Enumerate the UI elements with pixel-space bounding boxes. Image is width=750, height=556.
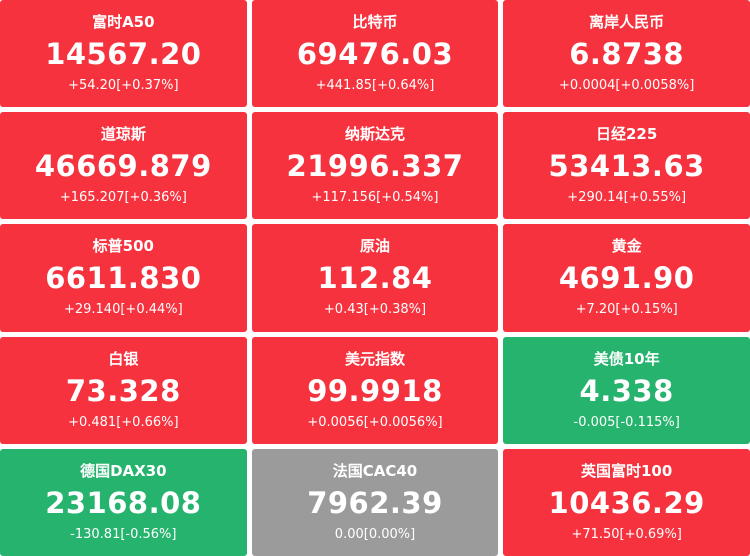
- market-name: 原油: [359, 237, 390, 256]
- market-tile-gold[interactable]: 黄金 4691.90 +7.20[+0.15%]: [503, 224, 750, 332]
- market-name: 纳斯达克: [344, 125, 405, 144]
- market-tile-sp500[interactable]: 标普500 6611.830 +29.140[+0.44%]: [0, 224, 247, 332]
- market-tile-dollar-index[interactable]: 美元指数 99.9918 +0.0056[+0.0056%]: [251, 336, 499, 444]
- market-price: 6.8738: [569, 37, 685, 72]
- market-name: 道琼斯: [100, 125, 146, 144]
- market-change: +54.20[+0.37%]: [68, 78, 179, 94]
- market-price: 46669.879: [34, 149, 212, 184]
- market-tile-offshore-rmb[interactable]: 离岸人民币 6.8738 +0.0004[+0.0058%]: [503, 0, 750, 108]
- market-price: 10436.29: [548, 485, 705, 520]
- market-name: 日经225: [596, 125, 658, 144]
- market-change: +29.140[+0.44%]: [63, 302, 183, 318]
- market-change: +0.481[+0.66%]: [68, 414, 179, 430]
- market-name: 离岸人民币: [589, 13, 665, 32]
- market-tile-ftse-a50[interactable]: 富时A50 14567.20 +54.20[+0.37%]: [0, 0, 247, 108]
- market-name: 白银: [108, 349, 139, 368]
- market-tile-us-10y-treasury[interactable]: 美债10年 4.338 -0.005[-0.115%]: [503, 336, 750, 444]
- market-tile-french-cac40[interactable]: 法国CAC40 7962.39 0.00[0.00%]: [251, 448, 499, 556]
- market-name: 法国CAC40: [332, 461, 418, 480]
- market-price: 4.338: [579, 373, 674, 408]
- market-change: +117.156[+0.54%]: [311, 190, 439, 206]
- market-change: +71.50[+0.69%]: [571, 526, 682, 542]
- market-tile-german-dax30[interactable]: 德国DAX30 23168.08 -130.81[-0.56%]: [0, 448, 247, 556]
- market-tile-uk-ftse100[interactable]: 英国富时100 10436.29 +71.50[+0.69%]: [503, 448, 750, 556]
- market-change: +0.0004[+0.0058%]: [559, 78, 695, 94]
- market-change: +0.43[+0.38%]: [323, 302, 427, 318]
- market-name: 德国DAX30: [80, 461, 167, 480]
- market-change: +165.207[+0.36%]: [59, 190, 187, 206]
- market-price: 99.9918: [307, 373, 443, 408]
- market-name: 黄金: [611, 237, 642, 256]
- market-name: 美元指数: [344, 349, 405, 368]
- market-price: 69476.03: [296, 37, 454, 72]
- market-change: -130.81[-0.56%]: [70, 526, 177, 542]
- market-tile-nikkei-225[interactable]: 日经225 53413.63 +290.14[+0.55%]: [503, 112, 750, 220]
- market-tile-nasdaq[interactable]: 纳斯达克 21996.337 +117.156[+0.54%]: [251, 112, 499, 220]
- market-price: 112.84: [317, 261, 433, 296]
- market-tile-silver[interactable]: 白银 73.328 +0.481[+0.66%]: [0, 336, 247, 444]
- market-tile-bitcoin[interactable]: 比特币 69476.03 +441.85[+0.64%]: [251, 0, 499, 108]
- market-name: 标普500: [92, 237, 154, 256]
- market-price: 4691.90: [558, 261, 695, 296]
- market-tile-dow-jones[interactable]: 道琼斯 46669.879 +165.207[+0.36%]: [0, 112, 247, 220]
- market-price: 73.328: [65, 373, 181, 408]
- market-change: +441.85[+0.64%]: [315, 78, 435, 94]
- market-change: +0.0056[+0.0056%]: [307, 414, 443, 430]
- market-change: +7.20[+0.15%]: [575, 302, 678, 318]
- market-change: +290.14[+0.55%]: [567, 190, 687, 206]
- market-price: 6611.830: [45, 261, 202, 296]
- market-name: 英国富时100: [581, 461, 673, 480]
- market-name: 比特币: [352, 13, 398, 32]
- market-price: 7962.39: [307, 485, 443, 520]
- market-change: 0.00[0.00%]: [334, 526, 416, 542]
- market-name: 美债10年: [593, 349, 660, 368]
- market-tile-crude-oil[interactable]: 原油 112.84 +0.43[+0.38%]: [251, 224, 499, 332]
- market-price: 21996.337: [286, 149, 464, 184]
- market-change: -0.005[-0.115%]: [573, 414, 680, 430]
- market-price: 14567.20: [45, 37, 202, 72]
- market-price: 53413.63: [548, 149, 705, 184]
- market-price: 23168.08: [45, 485, 202, 520]
- market-name: 富时A50: [92, 13, 155, 32]
